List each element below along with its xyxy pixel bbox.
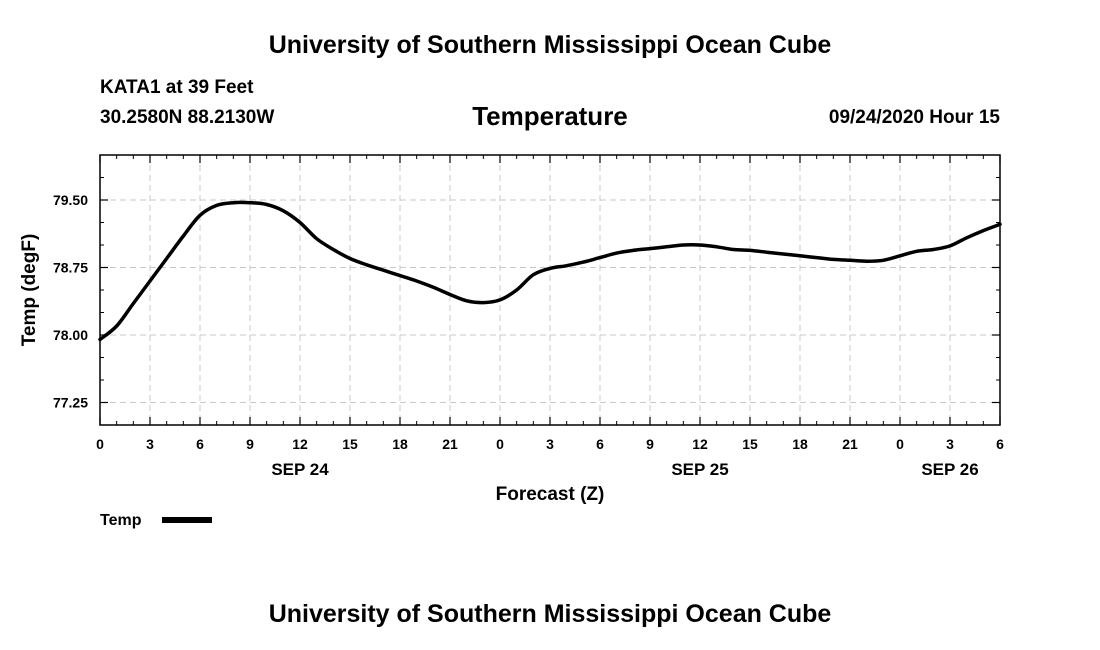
x-tick-label: 21	[842, 436, 858, 452]
x-tick-label: 18	[792, 436, 808, 452]
coordinates-label: 30.2580N 88.2130W	[100, 107, 275, 128]
y-tick-label: 79.50	[53, 192, 88, 208]
x-tick-label: 3	[546, 436, 554, 452]
footer-title: University of Southern Mississippi Ocean…	[268, 600, 832, 628]
date-label: SEP 24	[271, 460, 329, 479]
x-tick-label: 6	[996, 436, 1004, 452]
y-axis-label: Temp (degF)	[19, 234, 40, 347]
x-tick-label: 15	[342, 436, 358, 452]
date-label: SEP 25	[671, 460, 728, 479]
x-tick-label: 3	[946, 436, 954, 452]
page-title: University of Southern Mississippi Ocean…	[268, 31, 832, 59]
y-tick-label: 78.00	[53, 327, 88, 343]
legend-label: Temp	[100, 512, 142, 529]
x-tick-label: 12	[292, 436, 308, 452]
x-tick-label: 0	[896, 436, 904, 452]
date-label: SEP 26	[921, 460, 978, 479]
x-tick-label: 6	[596, 436, 604, 452]
x-tick-labels: 0 3 6 9 12 15 18 21 0 3 6 9 12 15 18 21 0 3 6	[96, 436, 1004, 452]
station-label: KATA1 at 39 Feet	[100, 77, 254, 98]
series-line-temp	[98, 200, 1002, 342]
legend: Temp	[100, 512, 212, 529]
y-tick-label: 77.25	[53, 395, 88, 411]
x-tick-label: 9	[646, 436, 654, 452]
datetime-label: 09/24/2020 Hour 15	[828, 107, 1000, 128]
grid-lines	[100, 155, 1000, 425]
x-tick-label: 18	[392, 436, 408, 452]
chart-title: Temperature	[472, 101, 628, 131]
x-axis-label: Forecast (Z)	[496, 484, 605, 505]
x-tick-label: 9	[246, 436, 254, 452]
x-tick-label: 21	[442, 436, 458, 452]
x-tick-label: 15	[742, 436, 758, 452]
y-tick-labels: 77.25 78.00 78.75 79.50	[53, 192, 88, 411]
x-tick-label: 6	[196, 436, 204, 452]
x-tick-label: 12	[692, 436, 708, 452]
series-group	[98, 200, 1002, 342]
y-tick-label: 78.75	[53, 260, 88, 276]
x-tick-label: 0	[96, 436, 104, 452]
x-tick-label: 3	[146, 436, 154, 452]
date-labels: SEP 24 SEP 25 SEP 26	[271, 460, 978, 479]
x-tick-label: 0	[496, 436, 504, 452]
axis-ticks	[99, 154, 1001, 426]
